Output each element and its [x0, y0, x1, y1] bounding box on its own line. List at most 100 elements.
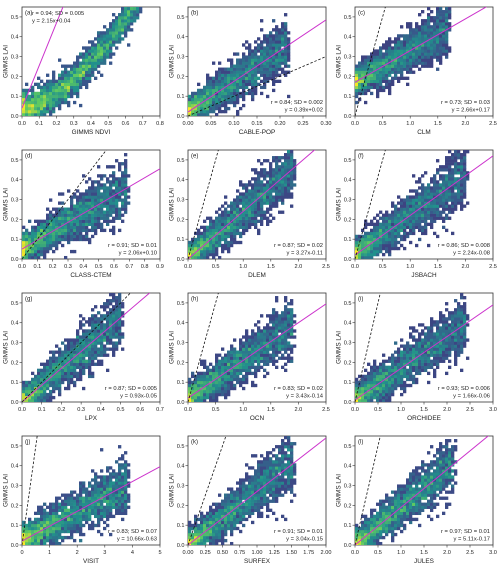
- density-cell: [421, 329, 425, 333]
- density-cell: [445, 213, 449, 217]
- density-cell: [43, 97, 47, 102]
- density-cell: [79, 326, 83, 330]
- density-cell: [49, 210, 53, 214]
- x-tick-label: 0.0: [184, 264, 192, 270]
- density-cell: [445, 317, 449, 321]
- density-cell: [290, 299, 294, 303]
- density-cell: [424, 332, 428, 336]
- density-cell: [209, 383, 213, 388]
- density-cell: [394, 76, 398, 80]
- density-cell: [269, 204, 273, 208]
- density-cell: [454, 338, 458, 342]
- density-cell: [46, 395, 50, 400]
- density-cell: [400, 234, 404, 239]
- density-cell: [248, 344, 252, 348]
- density-cell: [391, 392, 395, 397]
- density-cell: [221, 216, 225, 220]
- density-cell: [266, 46, 270, 50]
- density-cell: [70, 79, 74, 83]
- density-cell: [400, 368, 404, 373]
- density-cell: [34, 103, 38, 108]
- density-cell: [85, 61, 89, 65]
- density-cell: [400, 49, 404, 53]
- density-cell: [103, 305, 107, 309]
- density-cell: [439, 10, 443, 14]
- density-cell: [127, 16, 131, 20]
- density-cell: [209, 225, 213, 230]
- stat-eq-text: y = 3.27x-0.11: [287, 251, 323, 257]
- density-cell: [266, 335, 270, 339]
- density-cell: [364, 88, 368, 93]
- density-cell: [454, 356, 458, 360]
- density-cell: [424, 359, 428, 363]
- density-cell: [194, 249, 198, 254]
- density-cell: [212, 377, 216, 382]
- density-cell: [227, 94, 231, 99]
- density-cell: [260, 43, 264, 47]
- density-cell: [251, 192, 255, 196]
- density-cell: [58, 88, 62, 93]
- density-cell: [64, 353, 68, 357]
- x-tick-label: 1.0: [406, 121, 414, 127]
- density-cell: [227, 73, 231, 77]
- density-cell: [76, 91, 80, 96]
- density-cell: [194, 94, 198, 99]
- density-cell: [275, 359, 279, 363]
- density-cell: [224, 362, 228, 366]
- density-cell: [82, 371, 86, 376]
- density-cell: [391, 225, 395, 230]
- density-cell: [245, 192, 249, 196]
- density-cell: [118, 296, 122, 300]
- density-cell: [427, 28, 431, 32]
- density-cell: [218, 61, 222, 65]
- density-cell: [22, 380, 26, 385]
- density-cell: [79, 195, 83, 199]
- density-cell: [281, 180, 285, 184]
- density-cell: [427, 207, 431, 211]
- density-cell: [79, 323, 83, 327]
- density-cell: [212, 82, 216, 87]
- density-cell: [388, 43, 392, 47]
- density-cell: [46, 219, 50, 223]
- density-cell: [421, 344, 425, 348]
- density-cell: [433, 213, 437, 217]
- density-cell: [287, 344, 291, 348]
- panel-f: 0.0 0.5 1.0 1.5 2.0 2.50.00.10.20.30.40.5JSBA…: [336, 149, 497, 279]
- density-cell: [88, 177, 92, 181]
- density-cell: [391, 246, 395, 251]
- density-cell: [275, 34, 279, 38]
- density-cell: [403, 359, 407, 363]
- density-cell: [37, 386, 41, 391]
- density-cell: [269, 219, 273, 223]
- density-cell: [88, 186, 92, 190]
- density-cell: [218, 371, 222, 376]
- density-cell: [236, 380, 240, 385]
- density-cell: [430, 28, 434, 32]
- density-cell: [218, 85, 222, 90]
- density-cell: [203, 240, 207, 245]
- density-cell: [58, 201, 62, 205]
- density-cell: [218, 359, 222, 363]
- density-cell: [97, 180, 101, 184]
- density-cell: [236, 189, 240, 193]
- density-cell: [194, 386, 198, 391]
- density-cell: [460, 204, 464, 208]
- density-cell: [106, 43, 110, 47]
- density-cell: [433, 359, 437, 363]
- density-cell: [67, 377, 71, 382]
- density-cell: [115, 332, 119, 336]
- x-tick-label: 2.0: [295, 407, 303, 413]
- density-cell: [463, 183, 467, 187]
- density-cell: [49, 112, 53, 116]
- density-cell: [397, 365, 401, 369]
- density-cell: [463, 326, 467, 330]
- density-cell: [272, 317, 276, 321]
- density-cell: [278, 198, 282, 202]
- density-cell: [52, 234, 56, 239]
- stat-r-text: r = 0.91; SD = 0.01: [108, 243, 157, 249]
- density-cell: [40, 395, 44, 400]
- density-cell: [70, 219, 74, 223]
- density-cell: [58, 380, 62, 385]
- density-cell: [463, 168, 467, 172]
- density-cell: [463, 335, 467, 339]
